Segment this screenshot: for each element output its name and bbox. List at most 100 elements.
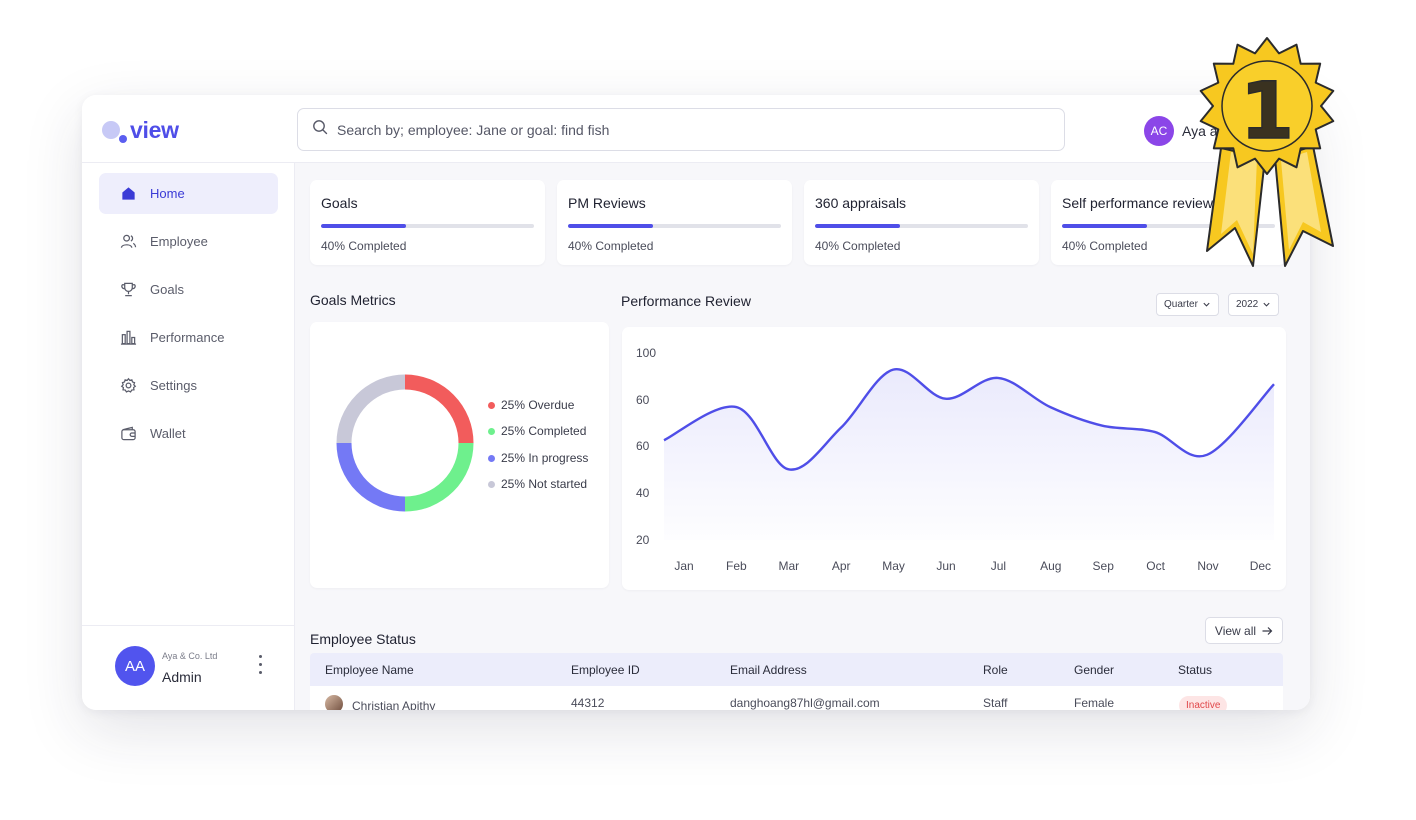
legend-dot xyxy=(488,427,495,435)
progress-bar xyxy=(1062,224,1275,228)
avatar[interactable]: AA xyxy=(115,646,155,686)
more-options-icon[interactable] xyxy=(257,655,263,681)
donut-slice-in-progress[interactable] xyxy=(336,442,406,512)
stat-title: Goals xyxy=(321,195,358,211)
period-select[interactable]: Quarter xyxy=(1156,293,1219,316)
goals-metrics-title: Goals Metrics xyxy=(310,292,396,308)
x-tick-label: Nov xyxy=(1197,559,1218,573)
account-role: Admin xyxy=(162,669,202,685)
award-ribbon-icon: 1 xyxy=(1199,37,1335,267)
sidebar-item-home[interactable]: Home xyxy=(99,173,278,214)
performance-review-title: Performance Review xyxy=(621,293,751,309)
sidebar-item-label: Performance xyxy=(150,330,225,345)
donut-slice-overdue[interactable] xyxy=(404,374,474,444)
legend-label: 25% In progress xyxy=(501,451,589,465)
legend-dot xyxy=(488,480,495,488)
y-tick-label: 20 xyxy=(636,533,650,547)
sidebar-item-employee[interactable]: Employee xyxy=(99,221,278,262)
search-bar[interactable] xyxy=(297,108,1065,151)
column-header[interactable]: Employee ID xyxy=(571,663,640,677)
legend-item: 25% Not started xyxy=(488,477,587,491)
sidebar-item-wallet[interactable]: Wallet xyxy=(99,413,278,454)
column-header[interactable]: Role xyxy=(983,663,1008,677)
account-panel: AA Aya & Co. Ltd Admin xyxy=(82,625,295,710)
legend-label: 25% Completed xyxy=(501,424,587,438)
user-avatar[interactable]: AC xyxy=(1144,116,1174,146)
sidebar-item-settings[interactable]: Settings xyxy=(99,365,278,406)
progress-bar xyxy=(568,224,781,228)
progress-fill xyxy=(815,224,901,228)
performance-chart-card: 100 60 60 40 20 Jan Feb Mar Apr May Jun Jul Aug Sep Oc… xyxy=(622,327,1286,590)
user-menu[interactable]: AC Aya a xyxy=(1144,116,1218,146)
stat-subtitle: 40% Completed xyxy=(1062,239,1148,253)
stat-card-goals[interactable]: Goals 40% Completed xyxy=(310,180,545,265)
x-tick-label: Mar xyxy=(778,559,799,573)
sidebar-item-goals[interactable]: Goals xyxy=(99,269,278,310)
user-name[interactable]: Aya a xyxy=(1182,123,1218,139)
y-tick-label: 60 xyxy=(636,393,650,407)
trophy-icon xyxy=(119,281,137,299)
x-tick-label: Jul xyxy=(991,559,1006,573)
chevron-down-icon xyxy=(1203,302,1210,307)
stat-subtitle: 40% Completed xyxy=(321,239,407,253)
employee-status-title: Employee Status xyxy=(310,631,416,647)
x-tick-label: Oct xyxy=(1146,559,1165,573)
x-tick-label: Jun xyxy=(936,559,955,573)
employee-gender: Female xyxy=(1074,696,1115,710)
progress-bar xyxy=(815,224,1028,228)
column-header[interactable]: Email Address xyxy=(730,663,807,677)
award-number: 1 xyxy=(1240,67,1294,157)
sidebar: Home Employee Goals Performance Settings xyxy=(82,163,295,710)
wallet-icon xyxy=(119,425,137,443)
period-select-value: Quarter xyxy=(1164,299,1198,310)
legend-dot xyxy=(488,454,495,462)
legend-item: 25% Overdue xyxy=(488,398,574,412)
table-row[interactable]: Christian Apithy 44312 danghoang87hl@gma… xyxy=(310,686,1283,710)
x-tick-label: Apr xyxy=(832,559,851,573)
y-tick-label: 40 xyxy=(636,486,650,500)
search-input[interactable] xyxy=(337,121,1037,138)
sidebar-item-performance[interactable]: Performance xyxy=(99,317,278,358)
stat-title: PM Reviews xyxy=(568,195,646,211)
year-select[interactable]: 2022 xyxy=(1228,293,1280,316)
logo-text: view xyxy=(130,117,179,143)
employee-id: 44312 xyxy=(571,696,605,710)
performance-area-chart: 100 60 60 40 20 Jan Feb Mar Apr May Jun Jul Aug Sep Oc… xyxy=(636,346,1275,573)
column-header[interactable]: Gender xyxy=(1074,663,1115,677)
donut-chart xyxy=(336,374,474,512)
stat-card-360-appraisals[interactable]: 360 appraisals 40% Completed xyxy=(804,180,1039,265)
stat-title: Self performance review xyxy=(1062,195,1213,211)
x-tick-label: Sep xyxy=(1093,559,1115,573)
column-header[interactable]: Status xyxy=(1178,663,1213,677)
progress-bar xyxy=(321,224,534,228)
employee-name: Christian Apithy xyxy=(352,699,436,710)
logo-mark xyxy=(102,121,120,139)
legend-item: 25% In progress xyxy=(488,451,588,465)
bar-chart-icon xyxy=(119,329,137,347)
x-tick-label: May xyxy=(882,559,905,573)
column-header[interactable]: Employee Name xyxy=(325,663,414,677)
donut-slice-not-started[interactable] xyxy=(336,374,406,444)
sidebar-item-label: Home xyxy=(150,186,185,201)
search-icon xyxy=(312,119,328,140)
stat-card-pm-reviews[interactable]: PM Reviews 40% Completed xyxy=(557,180,792,265)
legend-label: 25% Overdue xyxy=(501,398,575,412)
goals-metrics-card: 25% Overdue 25% Completed 25% In progres… xyxy=(310,322,609,588)
x-tick-label: Jan xyxy=(674,559,693,573)
view-all-button[interactable]: View all xyxy=(1205,617,1283,644)
arrow-right-icon xyxy=(1262,626,1273,635)
stat-title: 360 appraisals xyxy=(815,195,907,211)
logo-dot xyxy=(119,135,127,143)
performance-line[interactable] xyxy=(663,368,1275,471)
x-tick-label: Aug xyxy=(1040,559,1061,573)
progress-fill xyxy=(321,224,407,228)
x-tick-label: Dec xyxy=(1250,559,1271,573)
sidebar-item-label: Goals xyxy=(150,282,184,297)
chevron-down-icon xyxy=(1263,302,1270,307)
area-fill xyxy=(664,369,1274,540)
progress-fill xyxy=(568,224,654,228)
y-tick-label: 60 xyxy=(636,439,650,453)
donut-slice-completed[interactable] xyxy=(404,442,474,512)
stat-subtitle: 40% Completed xyxy=(815,239,901,253)
legend-item: 25% Completed xyxy=(488,424,586,438)
